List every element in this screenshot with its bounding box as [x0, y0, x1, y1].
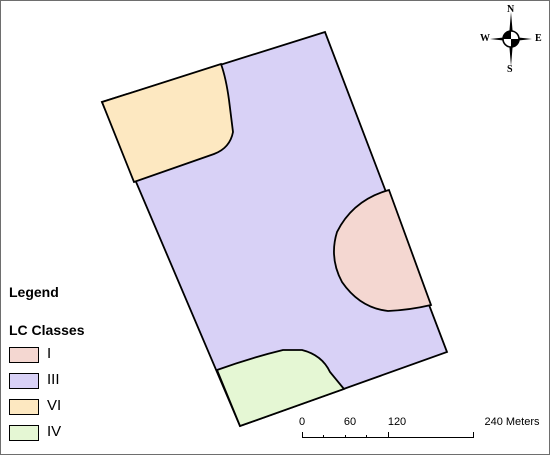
compass-south-label: S	[507, 64, 513, 75]
lc-class-I-area	[333, 188, 433, 312]
legend-subtitle: LC Classes	[9, 322, 85, 338]
legend-swatch-VI	[9, 399, 39, 415]
compass-east-label: E	[535, 33, 542, 44]
lc-class-IV-area	[215, 349, 346, 428]
legend-label-IV: IV	[47, 423, 62, 440]
scale-label-240-meters: 240 Meters	[484, 416, 540, 428]
legend-swatch-III	[9, 373, 39, 389]
north-arrow-icon	[490, 12, 532, 66]
scale-label-120: 120	[387, 416, 407, 428]
scale-label-0: 0	[298, 416, 306, 428]
legend-swatch-IV	[9, 425, 39, 441]
compass-west-label: W	[480, 33, 490, 44]
lc-class-VI-area	[100, 62, 234, 184]
compass-north-label: N	[507, 4, 515, 15]
legend-label-VI: VI	[47, 397, 62, 414]
scale-label-60: 60	[343, 416, 357, 428]
legend-title: Legend	[9, 284, 59, 300]
legend-label-I: I	[47, 345, 52, 362]
scale-bar	[302, 432, 474, 438]
legend-label-III: III	[47, 371, 60, 388]
legend-swatch-I	[9, 347, 39, 363]
